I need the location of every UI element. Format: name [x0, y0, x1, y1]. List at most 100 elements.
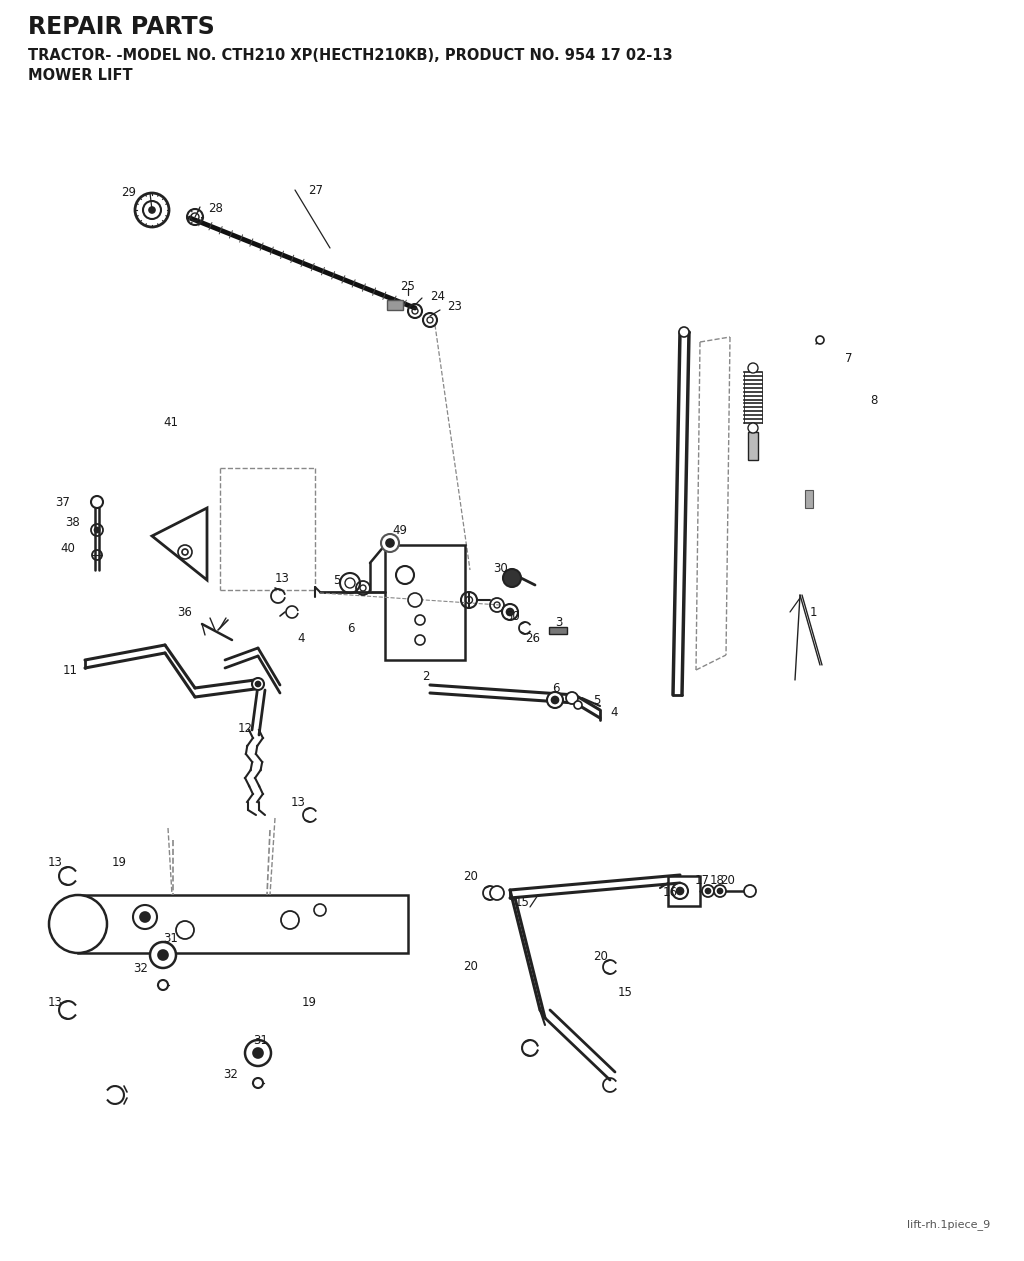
Circle shape — [415, 615, 425, 625]
Text: 32: 32 — [133, 961, 148, 975]
Circle shape — [502, 604, 518, 620]
Circle shape — [702, 885, 714, 897]
Circle shape — [396, 566, 414, 584]
Text: 5: 5 — [593, 694, 600, 706]
Text: 13: 13 — [48, 855, 63, 869]
Text: 20: 20 — [593, 951, 608, 963]
Circle shape — [408, 593, 422, 607]
Text: 30: 30 — [494, 561, 508, 575]
Bar — [549, 627, 567, 634]
Circle shape — [158, 950, 168, 960]
Text: 25: 25 — [400, 280, 415, 294]
Text: 6: 6 — [347, 622, 355, 634]
Text: 31: 31 — [163, 932, 178, 944]
Text: MOWER LIFT: MOWER LIFT — [28, 68, 133, 83]
Text: 24: 24 — [430, 290, 445, 304]
Circle shape — [314, 904, 326, 915]
Text: lift-rh.1piece_9: lift-rh.1piece_9 — [906, 1219, 990, 1229]
Text: 4: 4 — [610, 706, 618, 720]
Text: 23: 23 — [447, 300, 462, 314]
Text: 1: 1 — [810, 605, 817, 618]
Circle shape — [253, 1048, 263, 1058]
Text: 13: 13 — [275, 571, 290, 585]
Text: 19: 19 — [302, 996, 317, 1010]
Text: 49: 49 — [392, 523, 407, 536]
Circle shape — [253, 1078, 263, 1088]
Circle shape — [679, 327, 689, 337]
Circle shape — [178, 545, 193, 559]
Text: 2: 2 — [423, 670, 430, 682]
Circle shape — [566, 692, 578, 704]
Text: 18: 18 — [710, 874, 725, 888]
Circle shape — [386, 538, 394, 547]
Text: REPAIR PARTS: REPAIR PARTS — [28, 15, 215, 39]
Circle shape — [718, 889, 723, 894]
Bar — [748, 433, 758, 460]
Text: 50: 50 — [505, 610, 520, 623]
Text: 17: 17 — [695, 874, 710, 888]
Bar — [805, 491, 813, 508]
Circle shape — [91, 496, 103, 508]
Bar — [385, 545, 465, 660]
Circle shape — [140, 912, 150, 922]
Circle shape — [150, 207, 155, 213]
Text: 12: 12 — [238, 721, 253, 734]
Bar — [387, 300, 403, 310]
Circle shape — [245, 1040, 271, 1066]
Circle shape — [252, 678, 264, 690]
Text: 37: 37 — [55, 497, 70, 509]
Text: 29: 29 — [121, 187, 136, 199]
Circle shape — [714, 885, 726, 897]
Circle shape — [94, 527, 99, 532]
Circle shape — [748, 363, 758, 373]
Text: 26: 26 — [525, 632, 540, 644]
Text: 5: 5 — [333, 574, 340, 586]
Circle shape — [552, 696, 558, 704]
Circle shape — [574, 701, 582, 709]
Circle shape — [547, 692, 563, 707]
Bar — [78, 895, 408, 953]
Text: 13: 13 — [291, 796, 306, 808]
Circle shape — [672, 883, 688, 899]
Text: 20: 20 — [720, 874, 735, 886]
Text: 41: 41 — [163, 416, 178, 430]
Text: 8: 8 — [870, 393, 878, 406]
Text: 36: 36 — [177, 605, 193, 618]
Text: 20: 20 — [463, 870, 478, 883]
Circle shape — [49, 895, 106, 953]
Text: 6: 6 — [553, 681, 560, 695]
Circle shape — [507, 609, 513, 615]
Circle shape — [490, 886, 504, 900]
Circle shape — [816, 335, 824, 344]
Circle shape — [677, 888, 683, 894]
Text: 3: 3 — [555, 617, 562, 629]
Circle shape — [748, 422, 758, 433]
Bar — [668, 876, 700, 905]
Text: 27: 27 — [308, 184, 323, 197]
Circle shape — [150, 942, 176, 968]
Text: 28: 28 — [208, 202, 223, 214]
Text: TRACTOR- -MODEL NO. CTH210 XP(HECTH210KB), PRODUCT NO. 954 17 02-13: TRACTOR- -MODEL NO. CTH210 XP(HECTH210KB… — [28, 48, 673, 63]
Circle shape — [158, 980, 168, 990]
Circle shape — [706, 889, 711, 894]
Text: 31: 31 — [253, 1034, 268, 1047]
Text: 11: 11 — [63, 663, 78, 676]
Circle shape — [176, 921, 194, 939]
Circle shape — [415, 636, 425, 644]
Circle shape — [281, 910, 299, 929]
Text: 15: 15 — [618, 986, 633, 999]
Text: 20: 20 — [463, 961, 478, 973]
Circle shape — [381, 533, 399, 552]
Text: 19: 19 — [112, 856, 127, 870]
Circle shape — [503, 569, 521, 588]
Text: 13: 13 — [48, 996, 63, 1010]
Text: 32: 32 — [223, 1068, 238, 1082]
Circle shape — [744, 885, 756, 897]
Text: 4: 4 — [297, 632, 304, 644]
Text: 40: 40 — [60, 541, 75, 555]
Text: 15: 15 — [515, 895, 530, 908]
Circle shape — [256, 681, 260, 686]
Text: 7: 7 — [845, 352, 853, 364]
Text: 16: 16 — [663, 885, 678, 899]
Text: 38: 38 — [66, 517, 80, 530]
